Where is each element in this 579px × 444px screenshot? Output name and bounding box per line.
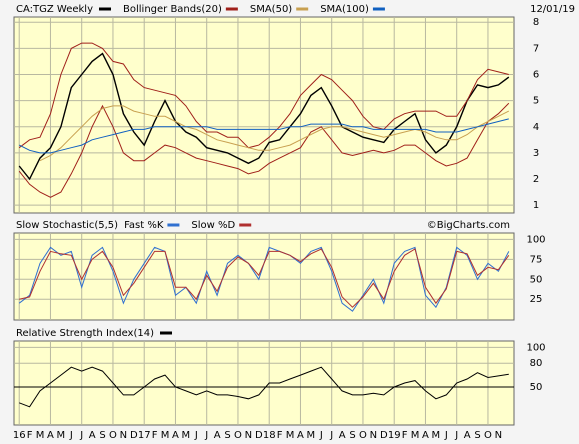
x-tick-label: D [130,430,138,441]
y-tick-label: 3 [533,148,539,159]
x-tick-label: M [161,430,170,441]
x-tick-label: J [69,430,73,441]
x-tick-label: N [245,430,252,441]
x-tick-label: N [495,430,502,441]
source: ©BigCharts.com [427,220,510,231]
panel-title: Relative Strength Index(14) [16,328,154,339]
legend-label: Fast %K [124,220,164,231]
y-tick-label: 50 [530,382,543,393]
x-tick-label: 19 [388,430,401,441]
series-line [18,118,509,154]
x-tick-label: A [89,430,96,441]
x-tick-label: A [297,430,304,441]
x-tick-label: O [359,430,367,441]
x-tick-label: N [120,430,127,441]
x-tick-label: O [234,430,242,441]
y-tick-label: 25 [530,294,543,305]
y-tick-label: 4 [533,122,539,133]
x-tick-label: J [454,430,458,441]
x-tick-label: A [339,430,346,441]
x-tick-label: J [79,430,83,441]
x-tick-label: D [380,430,388,441]
series-line [19,248,510,308]
x-tick-label: M [307,430,316,441]
legend-label: Slow %D [191,220,235,231]
x-tick-label: A [172,430,179,441]
x-tick-label: S [349,430,355,441]
x-tick-label: M [182,430,191,441]
y-tick-label: 8 [533,17,539,28]
x-tick-label: A [214,430,221,441]
y-tick-label: 2 [533,174,539,185]
x-tick-label: S [474,430,480,441]
x-tick-label: M [411,430,420,441]
y-tick-label: 6 [533,69,539,80]
legend-label: Bollinger Bands(20) [123,4,222,15]
x-tick-label: J [194,430,198,441]
x-tick-label: S [224,430,230,441]
plot-area [13,340,515,426]
x-tick-label: M [57,430,66,441]
x-tick-label: A [464,430,471,441]
x-tick-label: A [47,430,54,441]
x-tick-label: M [36,430,45,441]
y-tick-label: 1 [533,200,539,211]
y-tick-label: 75 [530,254,543,265]
series-line [39,105,510,162]
x-tick-label: S [99,430,105,441]
x-tick-label: D [255,430,263,441]
y-tick-label: 100 [526,342,545,353]
x-tick-label: O [484,430,492,441]
x-tick-label: J [329,430,333,441]
x-tick-label: M [432,430,441,441]
y-tick-label: 50 [530,274,543,285]
chart-date: 12/01/19 [530,4,575,15]
x-tick-label: 18 [263,430,276,441]
x-tick-label: A [422,430,429,441]
x-tick-label: J [319,430,323,441]
x-tick-label: J [204,430,208,441]
x-tick-label: 16 [13,430,26,441]
x-tick-label: F [402,430,408,441]
panel-title: Slow Stochastic(5,5) [16,220,118,231]
legend-label: SMA(50) [250,4,292,15]
y-tick-label: 5 [533,96,539,107]
x-tick-label: N [370,430,377,441]
x-tick-label: J [444,430,448,441]
x-tick-label: F [152,430,158,441]
series-line [19,366,509,408]
series-line [18,42,509,149]
x-tick-label: F [277,430,283,441]
x-tick-label: 17 [138,430,151,441]
y-tick-label: 80 [530,358,543,369]
y-tick-label: 7 [533,43,539,54]
y-tick-label: 100 [526,234,545,245]
plot-area [13,232,515,321]
plot-area [13,16,515,214]
panel-title: CA:TGZ Weekly [16,4,93,15]
legend-label: SMA(100) [320,4,369,15]
x-tick-label: M [286,430,295,441]
x-tick-label: F [27,430,33,441]
x-tick-label: O [109,430,117,441]
